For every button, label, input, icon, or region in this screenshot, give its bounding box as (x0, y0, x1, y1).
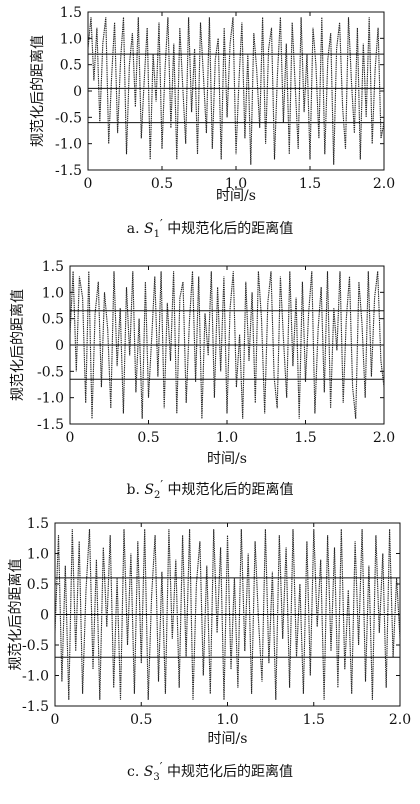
chart-panel-2: 0 0.5 1.0 1.5 2.0 1.5 1.0 0.5 0 -0.5 -1.0 -1.5 时间/s 规… (9, 259, 395, 501)
x-tick-label: 1.5 (303, 712, 325, 728)
y-tick-label: 0 (55, 338, 64, 354)
y-axis-label: 规范化后的距离值 (7, 559, 24, 671)
caption-symbol: S (144, 221, 154, 237)
x-tick-label: 2.0 (373, 430, 395, 446)
caption-prefix: c. (127, 764, 144, 780)
x-tick-label: 1.0 (216, 712, 238, 728)
y-tick-label: -1.0 (55, 137, 82, 153)
caption-prefix: b. (126, 482, 144, 498)
x-tick-label: 0.5 (151, 176, 173, 192)
y-axis-label: 规范化后的距离值 (29, 35, 46, 147)
caption-prime: ′ (160, 478, 163, 492)
y-tick-label: -0.5 (55, 110, 82, 126)
caption-prime: ′ (160, 217, 163, 231)
caption-prime: ′ (160, 760, 163, 774)
x-axis-label: 时间/s (207, 451, 247, 467)
chart-panel-3: 0 0.5 1.0 1.5 2.0 1.5 1.0 0.5 0 -0.5 -1.0 -1.5 时间/s 规… (7, 516, 411, 783)
y-tick-label: 1.5 (27, 516, 49, 532)
x-tick-label: 2.0 (373, 176, 395, 192)
x-axis-label: 时间/s (216, 188, 256, 204)
y-tick-label: 1.5 (60, 5, 82, 21)
chart-caption: b. S2′ 中规范化后的距离值 (126, 478, 293, 501)
y-tick-label: -1.0 (22, 669, 49, 685)
chart-panel-1: 0 0.5 1.0 1.5 2.0 1.5 1.0 0.5 0 -0.5 -1.0 -1.5 时间/s 规… (29, 5, 395, 240)
x-tick-label: 1.5 (294, 430, 316, 446)
x-tick-label: 1.0 (216, 430, 238, 446)
caption-prefix: a. (127, 221, 144, 237)
x-tick-label: 0 (51, 712, 60, 728)
x-tick-label: 1.5 (299, 176, 321, 192)
series-line (69, 271, 385, 419)
x-tick-label: 0.5 (137, 430, 159, 446)
caption-text: 中规范化后的距离值 (163, 481, 293, 498)
y-tick-label: -1.5 (22, 699, 49, 715)
chart-caption: c. S3′ 中规范化后的距离值 (127, 760, 293, 783)
y-tick-label: 0 (40, 608, 49, 624)
caption-subscript: 1 (154, 229, 160, 240)
y-tick-label: -1.5 (37, 417, 64, 433)
y-tick-label: 0.5 (42, 312, 64, 328)
y-tick-label: 1.0 (42, 285, 64, 301)
y-tick-label: 0.5 (27, 577, 49, 593)
y-tick-label: 1.0 (60, 31, 82, 47)
series-line (54, 529, 401, 700)
y-tick-label: 0.5 (60, 58, 82, 74)
caption-subscript: 2 (154, 490, 160, 501)
caption-subscript: 3 (153, 772, 159, 783)
x-tick-label: 1.0 (225, 176, 247, 192)
caption-text: 中规范化后的距离值 (163, 220, 293, 237)
caption-symbol: S (144, 482, 154, 498)
y-tick-label: -1.0 (37, 391, 64, 407)
y-axis-label: 规范化后的距离值 (9, 289, 26, 401)
x-tick-label: 0 (84, 176, 93, 192)
y-tick-label: -1.5 (55, 163, 82, 179)
caption-symbol: S (144, 764, 154, 780)
y-tick-label: -0.5 (37, 364, 64, 380)
y-tick-label: 1.5 (42, 259, 64, 275)
caption-text: 中规范化后的距离值 (163, 763, 293, 780)
x-tick-label: 0.5 (130, 712, 152, 728)
y-tick-label: 1.0 (27, 547, 49, 563)
x-axis-label: 时间/s (208, 731, 248, 747)
y-tick-label: -0.5 (22, 638, 49, 654)
x-tick-label: 2.0 (389, 712, 411, 728)
chart-caption: a. S1′ 中规范化后的距离值 (127, 217, 293, 240)
x-tick-label: 0 (66, 430, 75, 446)
series-line (87, 17, 385, 165)
y-tick-label: 0 (73, 84, 82, 100)
